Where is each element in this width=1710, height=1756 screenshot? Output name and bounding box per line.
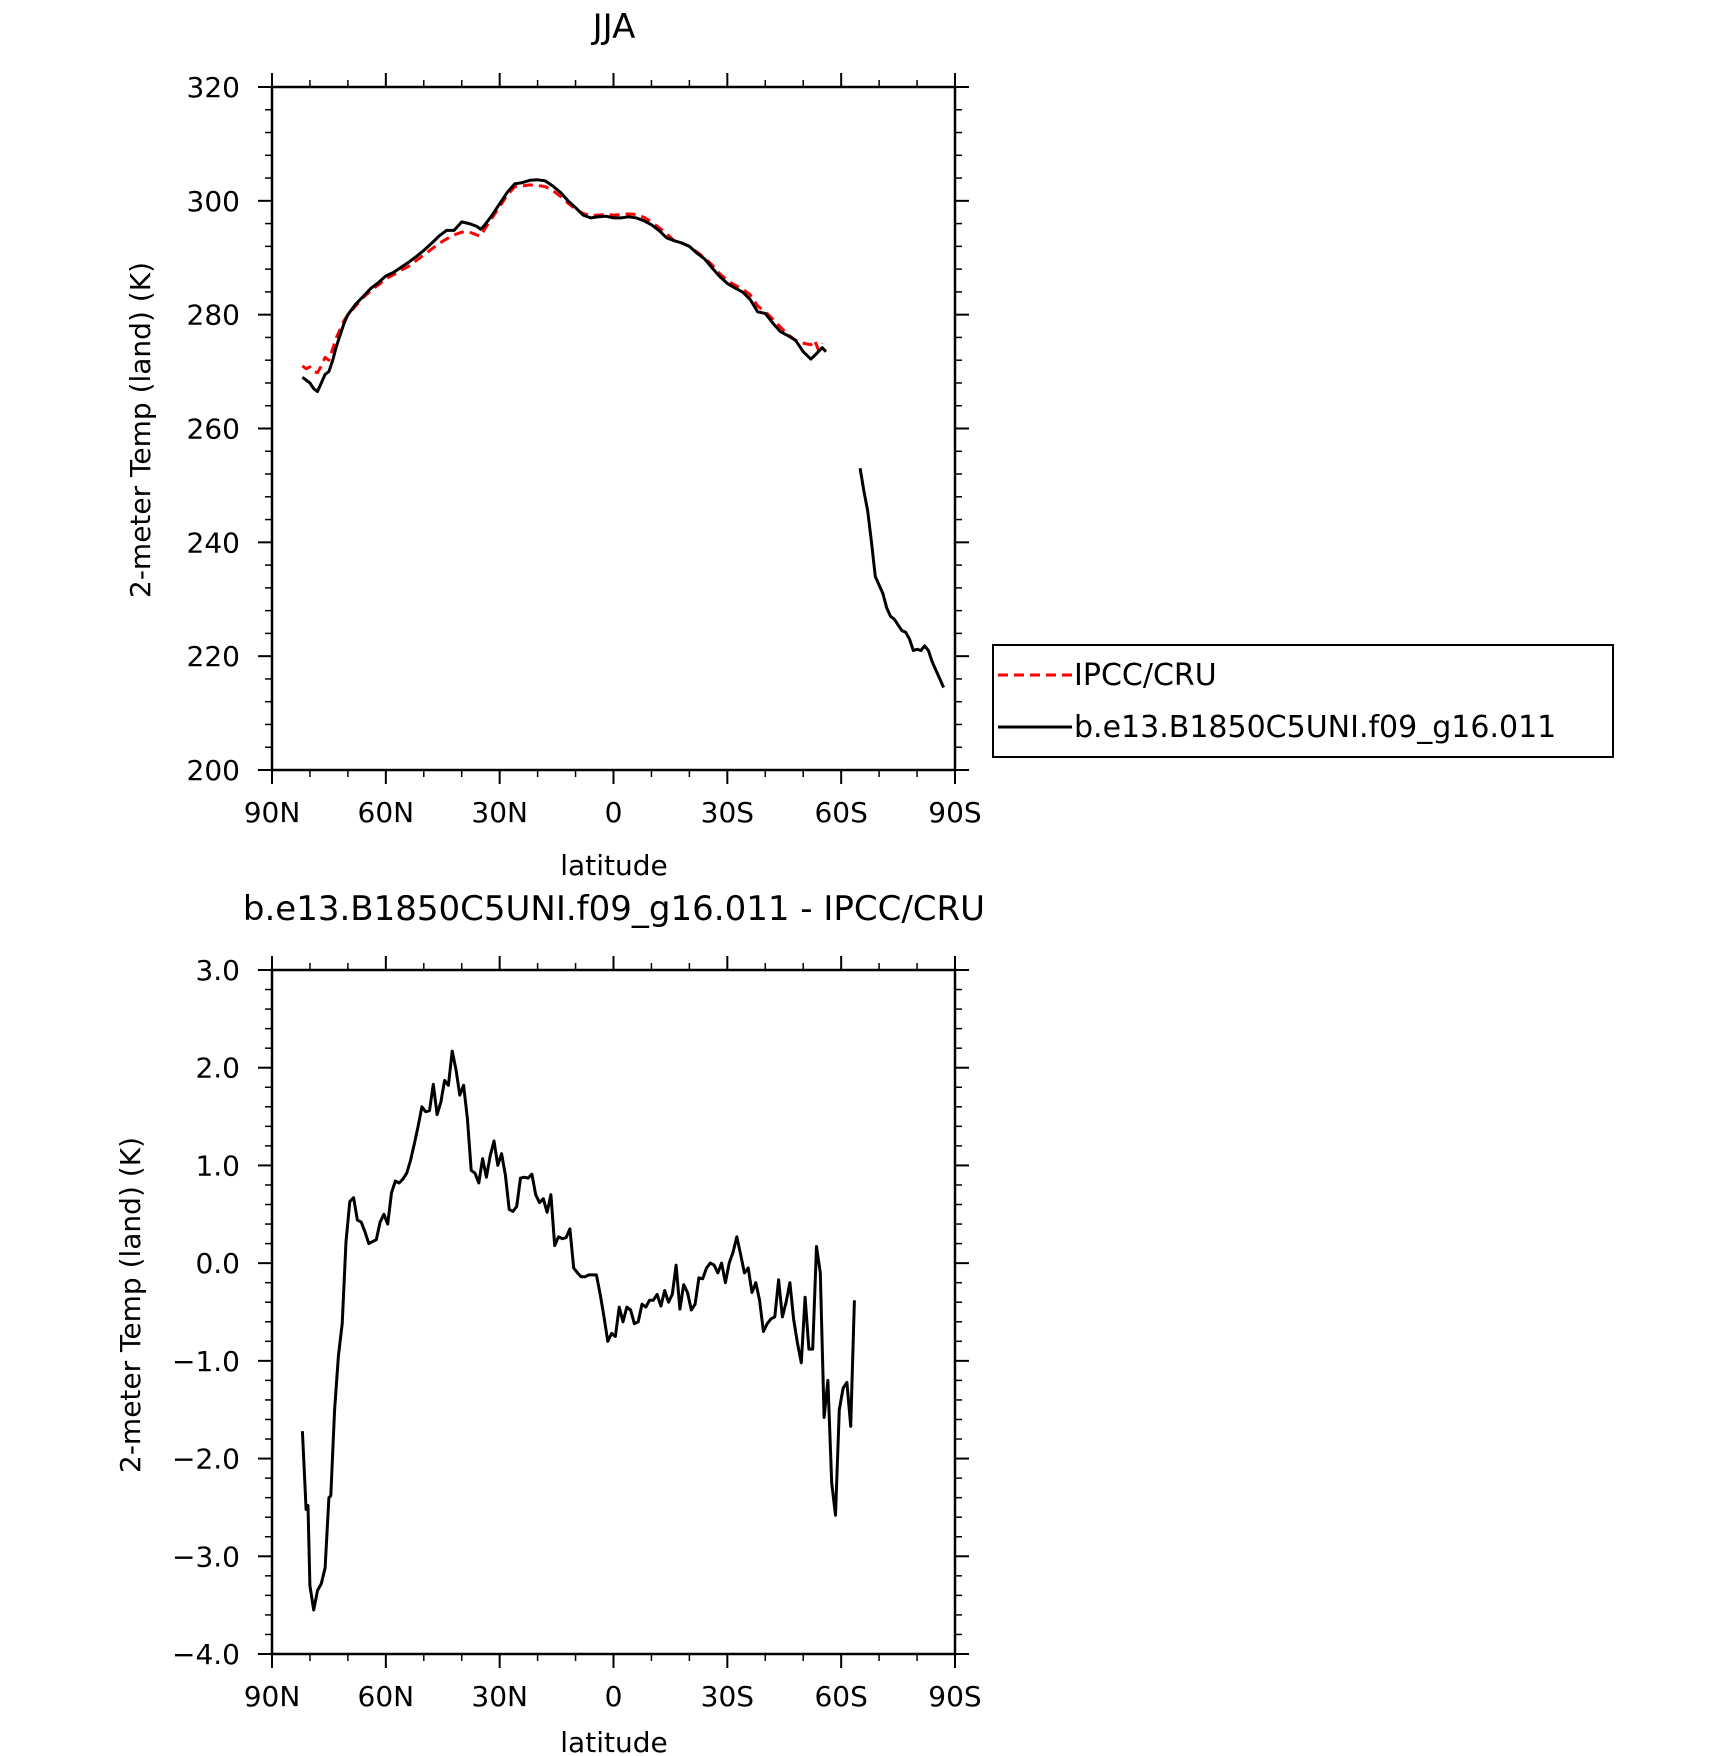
top-ticks: 90N 60N 30N 0 30S 60S 90S 200 220 240 260 280 300 320 bbox=[187, 71, 982, 829]
top-x-tick-label: 90N bbox=[244, 796, 301, 829]
top-series bbox=[301, 178, 945, 689]
top-panel-title: JJA bbox=[591, 7, 636, 47]
bottom-x-tick-label: 30N bbox=[471, 1680, 528, 1713]
panel-bottom: b.e13.B1850C5UNI.f09_g16.011 - IPCC/CRU … bbox=[114, 889, 985, 1756]
bottom-y-tick-label: 0.0 bbox=[195, 1247, 240, 1280]
top-series-line-1-segment-1 bbox=[858, 468, 945, 689]
bottom-panel-title: b.e13.B1850C5UNI.f09_g16.011 - IPCC/CRU bbox=[243, 889, 985, 929]
top-x-tick-label: 30N bbox=[471, 796, 528, 829]
bottom-x-tick-label: 90N bbox=[244, 1680, 301, 1713]
bottom-x-tick-label: 0 bbox=[605, 1680, 623, 1713]
bottom-x-tick-label: 60N bbox=[358, 1680, 415, 1713]
top-x-axis-title: latitude bbox=[560, 849, 667, 882]
top-y-tick-label: 280 bbox=[187, 299, 240, 332]
legend-box bbox=[992, 644, 1614, 758]
top-y-tick-label: 320 bbox=[187, 71, 240, 104]
panel-top: JJA 90N 60N 30N 0 30S 60S 90S 200 220 240 260 280 30… bbox=[124, 7, 982, 882]
bottom-x-tick-label: 90S bbox=[928, 1680, 981, 1713]
top-x-tick-label: 60N bbox=[358, 796, 415, 829]
bottom-y-axis-title: 2-meter Temp (land) (K) bbox=[114, 1137, 147, 1473]
bottom-y-tick-label: 3.0 bbox=[195, 954, 240, 987]
legend-entry-model: b.e13.B1850C5UNI.f09_g16.011 bbox=[1074, 710, 1556, 745]
legend-entry-ipcc-cru: IPCC/CRU bbox=[1074, 658, 1217, 693]
top-y-tick-label: 240 bbox=[187, 526, 240, 559]
bottom-x-axis-title: latitude bbox=[560, 1726, 667, 1756]
top-series-line-1 bbox=[301, 178, 828, 393]
bottom-series-line-0 bbox=[300, 1049, 856, 1612]
top-y-tick-label: 220 bbox=[187, 640, 240, 673]
bottom-series bbox=[300, 1049, 856, 1612]
top-plot-frame bbox=[270, 85, 957, 772]
top-y-tick-label: 260 bbox=[187, 413, 240, 446]
bottom-y-tick-label: −2.0 bbox=[172, 1443, 240, 1476]
top-x-tick-label: 0 bbox=[605, 796, 623, 829]
bottom-y-tick-label: 1.0 bbox=[195, 1149, 240, 1182]
top-x-tick-label: 90S bbox=[928, 796, 981, 829]
top-y-tick-label: 200 bbox=[187, 754, 240, 787]
top-axes-frame bbox=[270, 85, 957, 772]
bottom-y-tick-label: −3.0 bbox=[172, 1540, 240, 1573]
bottom-axes-frame bbox=[270, 968, 957, 1656]
bottom-x-tick-label: 30S bbox=[701, 1680, 754, 1713]
top-x-tick-label: 30S bbox=[701, 796, 754, 829]
bottom-plot-frame bbox=[270, 968, 957, 1656]
top-x-tick-label: 60S bbox=[814, 796, 867, 829]
legend: IPCC/CRU b.e13.B1850C5UNI.f09_g16.011 bbox=[992, 644, 1614, 758]
bottom-y-tick-label: 2.0 bbox=[195, 1052, 240, 1085]
bottom-y-tick-label: −1.0 bbox=[172, 1345, 240, 1378]
bottom-x-tick-label: 60S bbox=[814, 1680, 867, 1713]
top-y-tick-label: 300 bbox=[187, 185, 240, 218]
bottom-y-tick-label: −4.0 bbox=[172, 1638, 240, 1671]
top-series-line-0 bbox=[301, 183, 824, 375]
bottom-ticks: 90N 60N 30N 0 30S 60S 90S −4.0 −3.0 −2.0 −1.0 0.0 1.… bbox=[172, 954, 982, 1713]
top-y-axis-title: 2-meter Temp (land) (K) bbox=[124, 262, 157, 598]
